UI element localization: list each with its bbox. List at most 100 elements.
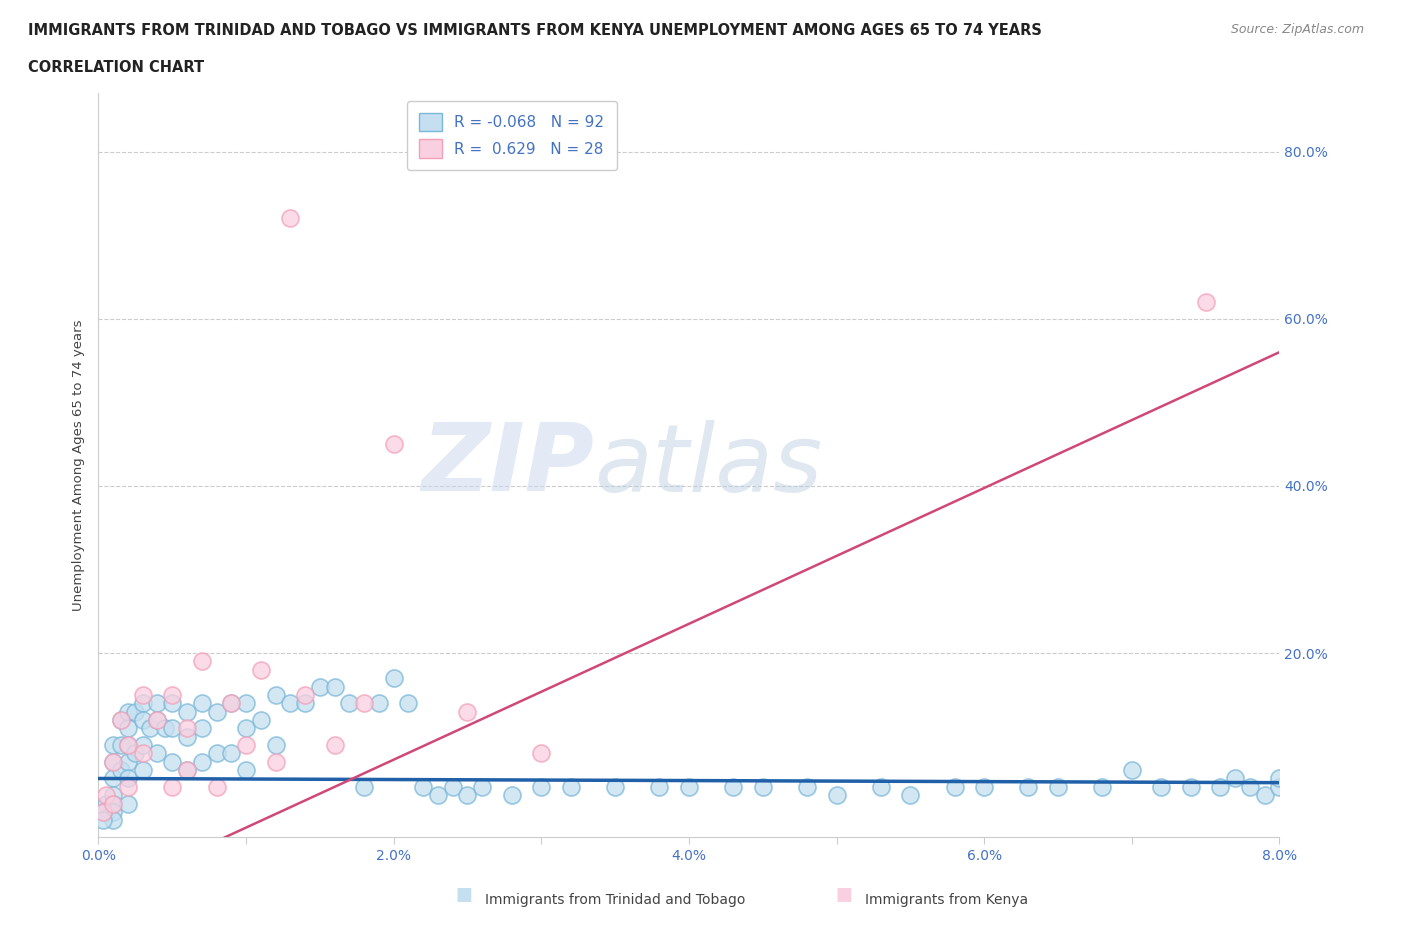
Point	[103, 796, 125, 811]
Point	[91, 804, 114, 819]
Text: ▪: ▪	[454, 879, 474, 907]
Point	[353, 696, 375, 711]
Point	[278, 696, 302, 711]
Text: Immigrants from Kenya: Immigrants from Kenya	[865, 893, 1028, 907]
Point	[250, 712, 273, 727]
Point	[219, 696, 242, 711]
Point	[176, 721, 198, 736]
Point	[825, 788, 848, 803]
Point	[205, 746, 228, 761]
Point	[117, 771, 139, 786]
Point	[117, 779, 139, 794]
Point	[219, 696, 242, 711]
Point	[103, 737, 125, 752]
Point	[103, 796, 125, 811]
Point	[382, 671, 405, 685]
Text: ZIP: ZIP	[422, 419, 595, 511]
Point	[191, 721, 214, 736]
Point	[162, 687, 183, 702]
Point	[560, 779, 582, 794]
Point	[323, 679, 346, 694]
Point	[294, 687, 316, 702]
Point	[205, 704, 228, 719]
Point	[103, 754, 125, 769]
Point	[124, 746, 146, 761]
Point	[501, 788, 523, 803]
Legend: R = -0.068   N = 92, R =  0.629   N = 28: R = -0.068 N = 92, R = 0.629 N = 28	[406, 100, 617, 170]
Point	[1091, 779, 1114, 794]
Y-axis label: Unemployment Among Ages 65 to 74 years: Unemployment Among Ages 65 to 74 years	[72, 319, 86, 611]
Point	[176, 704, 198, 719]
Point	[1268, 771, 1291, 786]
Point	[973, 779, 995, 794]
Point	[353, 779, 375, 794]
Point	[1194, 295, 1216, 310]
Point	[1150, 779, 1173, 794]
Point	[132, 746, 155, 761]
Point	[219, 746, 242, 761]
Point	[648, 779, 671, 794]
Point	[308, 679, 332, 694]
Point	[235, 721, 257, 736]
Point	[191, 696, 214, 711]
Point	[94, 804, 117, 819]
Point	[110, 737, 132, 752]
Point	[943, 779, 966, 794]
Point	[426, 788, 449, 803]
Point	[91, 813, 114, 828]
Point	[91, 804, 114, 819]
Point	[146, 712, 169, 727]
Point	[132, 712, 155, 727]
Point	[146, 712, 169, 727]
Point	[103, 804, 125, 819]
Point	[139, 721, 162, 736]
Point	[103, 813, 125, 828]
Point	[278, 211, 302, 226]
Point	[456, 704, 478, 719]
Point	[132, 763, 155, 777]
Point	[117, 737, 139, 752]
Point	[1180, 779, 1202, 794]
Point	[124, 704, 146, 719]
Point	[1239, 779, 1261, 794]
Text: Source: ZipAtlas.com: Source: ZipAtlas.com	[1230, 23, 1364, 36]
Point	[117, 754, 139, 769]
Point	[250, 662, 273, 677]
Point	[94, 788, 117, 803]
Point	[1046, 779, 1069, 794]
Point	[162, 696, 183, 711]
Point	[103, 788, 125, 803]
Point	[605, 779, 627, 794]
Point	[456, 788, 478, 803]
Point	[191, 654, 214, 669]
Point	[146, 746, 169, 761]
Text: IMMIGRANTS FROM TRINIDAD AND TOBAGO VS IMMIGRANTS FROM KENYA UNEMPLOYMENT AMONG : IMMIGRANTS FROM TRINIDAD AND TOBAGO VS I…	[28, 23, 1042, 38]
Text: atlas: atlas	[595, 419, 823, 511]
Point	[1223, 771, 1246, 786]
Point	[110, 712, 132, 727]
Point	[721, 779, 744, 794]
Point	[337, 696, 360, 711]
Point	[235, 737, 257, 752]
Point	[471, 779, 494, 794]
Point	[162, 779, 183, 794]
Point	[264, 754, 287, 769]
Point	[796, 779, 818, 794]
Point	[205, 779, 228, 794]
Point	[441, 779, 464, 794]
Point	[264, 737, 287, 752]
Point	[294, 696, 316, 711]
Point	[132, 696, 155, 711]
Point	[235, 696, 257, 711]
Point	[176, 763, 198, 777]
Point	[191, 754, 214, 769]
Text: CORRELATION CHART: CORRELATION CHART	[28, 60, 204, 75]
Point	[176, 763, 198, 777]
Point	[869, 779, 891, 794]
Point	[530, 779, 553, 794]
Text: Immigrants from Trinidad and Tobago: Immigrants from Trinidad and Tobago	[485, 893, 745, 907]
Point	[132, 687, 155, 702]
Point	[110, 712, 132, 727]
Point	[146, 696, 169, 711]
Point	[162, 754, 183, 769]
